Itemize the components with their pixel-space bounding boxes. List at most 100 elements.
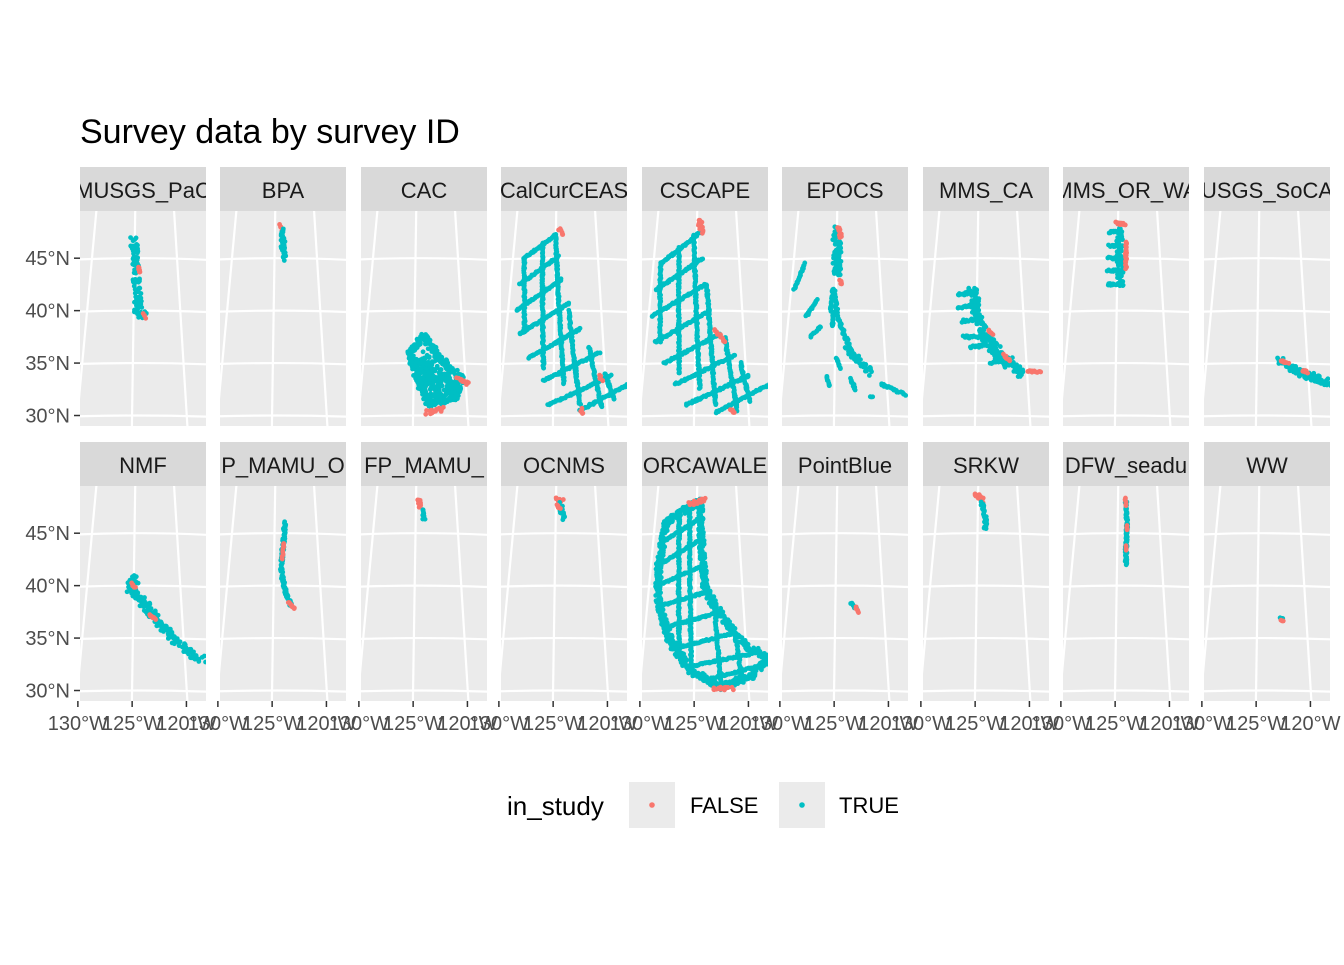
data-point [414,364,419,369]
data-point [560,497,566,502]
data-point [868,367,874,373]
data-point [291,605,297,611]
data-point [1123,266,1128,272]
data-point [561,381,566,387]
data-point [608,372,614,378]
grid-parallel [501,636,627,641]
data-point [739,635,745,641]
grid-meridian [1204,211,1222,400]
data-point [704,577,710,583]
panel-background [923,211,1049,426]
grid-meridian [130,211,137,426]
grid-parallel [642,636,768,641]
data-point [419,384,425,390]
chart-title: Survey data by survey ID [80,113,460,151]
grid-meridian [734,486,751,701]
data-point [702,551,707,557]
grid-meridian [220,486,238,675]
data-point [749,647,755,653]
data-point [864,368,870,374]
data-point [767,382,768,386]
data-point [426,360,431,366]
facet-strip [501,167,627,211]
grid-meridian [593,486,610,701]
facet-strip [220,442,346,486]
data-point [131,279,136,285]
data-point [423,372,429,378]
data-point [670,642,676,647]
data-point [136,597,142,603]
data-point [657,550,662,556]
facet-panel: FP_MAMU_ [361,442,487,701]
grid-parallel [923,257,1049,261]
grid-parallel [361,689,487,693]
data-point [696,221,702,227]
facet-strip [80,442,206,486]
data-point [182,644,188,649]
data-point [578,402,584,407]
data-point [203,659,206,665]
grid-meridian [501,211,519,400]
facet-panel: EPOCS [782,167,908,426]
data-point [653,598,659,604]
data-point [1293,365,1299,371]
grid-parallel [361,584,487,589]
data-point [433,408,438,414]
data-point [196,656,201,662]
data-point [682,659,687,665]
facet-strip-label: FP_MAMU_ [364,453,485,478]
data-point [699,230,705,236]
facet-strip-label: MMS_OR_WA [1054,178,1198,203]
grid-meridian [172,211,189,426]
data-point [720,609,726,615]
grid-meridian [411,486,418,701]
data-point [559,232,565,237]
data-point [745,372,751,378]
grid-parallel [220,414,346,418]
grid-parallel [80,584,206,589]
facet-strip [1204,167,1330,211]
data-point [713,402,719,408]
data-point [838,366,843,372]
data-point [452,380,458,386]
data-point [436,370,442,376]
data-point [448,368,454,374]
grid-parallel [80,636,206,641]
grid-meridian [220,211,238,400]
grid-meridian [782,211,800,400]
data-point [560,517,566,523]
grid-parallel [923,414,1049,418]
data-point [972,302,978,308]
data-point [131,251,136,257]
data-point [283,253,289,259]
grid-meridian [551,211,558,426]
data-point [186,651,191,657]
grid-parallel [80,414,206,418]
data-point [599,404,605,410]
grid-parallel [1063,414,1189,418]
data-point [870,394,876,400]
data-point [541,365,547,371]
data-point [597,350,603,356]
data-point [580,411,585,416]
data-point [696,386,702,391]
data-point [697,510,703,516]
data-point [697,514,703,520]
data-point [699,226,705,231]
data-point [414,371,419,377]
facet-panel: P_MAMU_O [220,442,346,701]
data-point [700,526,706,532]
data-point [1015,374,1021,379]
data-point [446,389,451,395]
grid-parallel [642,309,768,314]
data-point [994,349,1000,355]
data-point [700,256,706,262]
data-point [975,321,981,326]
data-point [443,378,449,384]
grid-meridian [270,486,277,701]
grid-parallel [501,361,627,366]
data-point [457,384,463,390]
facet-strip [220,167,346,211]
data-point [839,234,844,239]
grid-parallel [1204,257,1330,261]
